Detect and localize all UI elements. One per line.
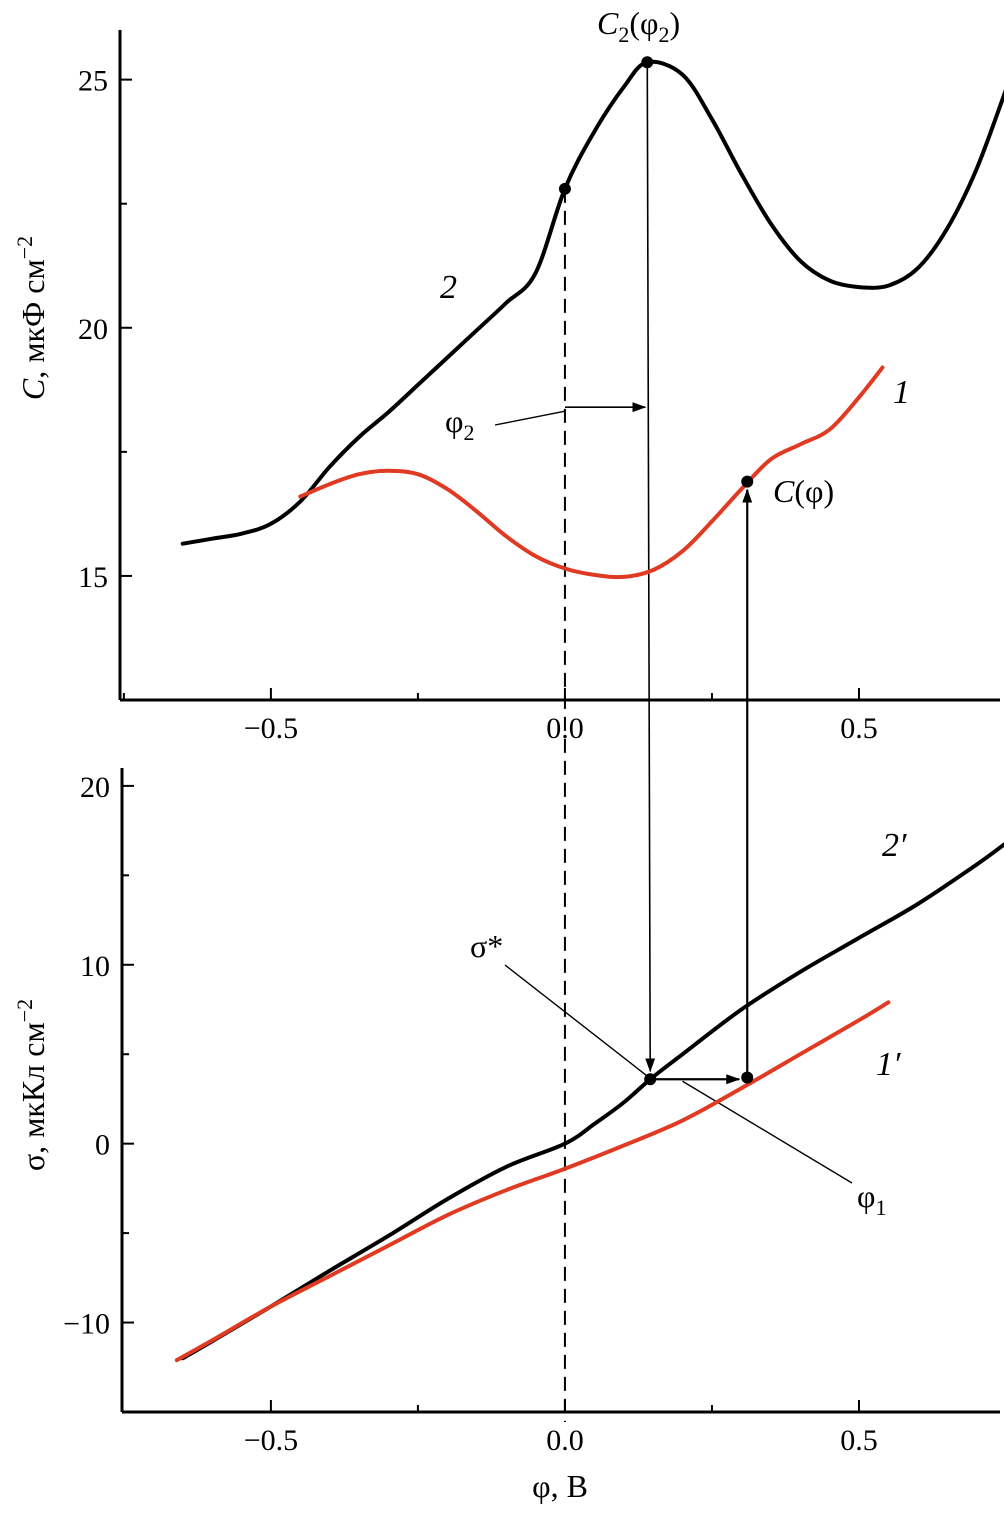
bottom-series — [174, 842, 1004, 1363]
curve-label-1: 1 — [893, 374, 910, 411]
top-marker-point — [741, 475, 754, 488]
top-marker-point — [558, 182, 571, 195]
x-axis-title: φ, В — [532, 1468, 588, 1504]
top-series — [180, 59, 1004, 580]
bot-y-tick-label: 10 — [80, 950, 110, 983]
top-y-tick-label: 25 — [78, 65, 108, 98]
top-axes — [118, 30, 1000, 702]
bot-x-tick-label: 0.0 — [546, 1424, 584, 1457]
curve-label-2-prime: 2′ — [882, 827, 907, 864]
phi1-label: φ1 — [857, 1178, 886, 1220]
phi1-leader — [682, 1080, 853, 1184]
bot-y-tick-label: 20 — [80, 771, 110, 804]
c-phi-label: C(φ) — [773, 473, 834, 509]
bot-y-tick-label: −10 — [63, 1308, 110, 1341]
bottom-guide-lines — [504, 964, 853, 1184]
top-series-line-red — [298, 365, 885, 580]
top-y-tick-label: 15 — [78, 561, 108, 594]
curve-label-2: 2 — [440, 269, 457, 306]
top-x-tick-label: 0.5 — [840, 712, 878, 745]
peak-label: C2(φ2) — [597, 5, 680, 47]
phi2-label: φ2 — [445, 403, 474, 445]
peak-drop-arrow — [645, 62, 656, 1073]
bot-series-line-black — [180, 842, 1004, 1361]
sigma-star-leader — [504, 964, 647, 1076]
phi2-leader — [494, 410, 566, 426]
top-x-tick-label: −0.5 — [244, 712, 298, 745]
bot-x-tick-label: 0.5 — [840, 1424, 878, 1457]
top-guide-lines — [494, 62, 753, 1422]
top-marker-point — [641, 56, 654, 69]
top-y-tick-label: 20 — [78, 313, 108, 346]
bottom-ticks: −0.5 0.0 0.5 −10 0 10 20 — [63, 771, 878, 1457]
bottom-y-axis-title: σ, мкКл см−2 — [12, 999, 51, 1171]
bottom-markers — [644, 1071, 754, 1086]
bot-marker-point — [644, 1073, 657, 1086]
bot-series-line-red — [174, 1000, 891, 1363]
top-series-line-black — [180, 59, 1004, 546]
sigma-star-label: σ* — [470, 928, 503, 964]
bot-marker-point — [741, 1071, 754, 1084]
top-markers — [558, 56, 754, 488]
bot-y-tick-label: 0 — [95, 1129, 110, 1162]
curve-label-1-prime: 1′ — [876, 1046, 901, 1083]
bot-x-tick-label: −0.5 — [244, 1424, 298, 1457]
top-y-axis-title: C, мкФ см−2 — [12, 236, 51, 400]
